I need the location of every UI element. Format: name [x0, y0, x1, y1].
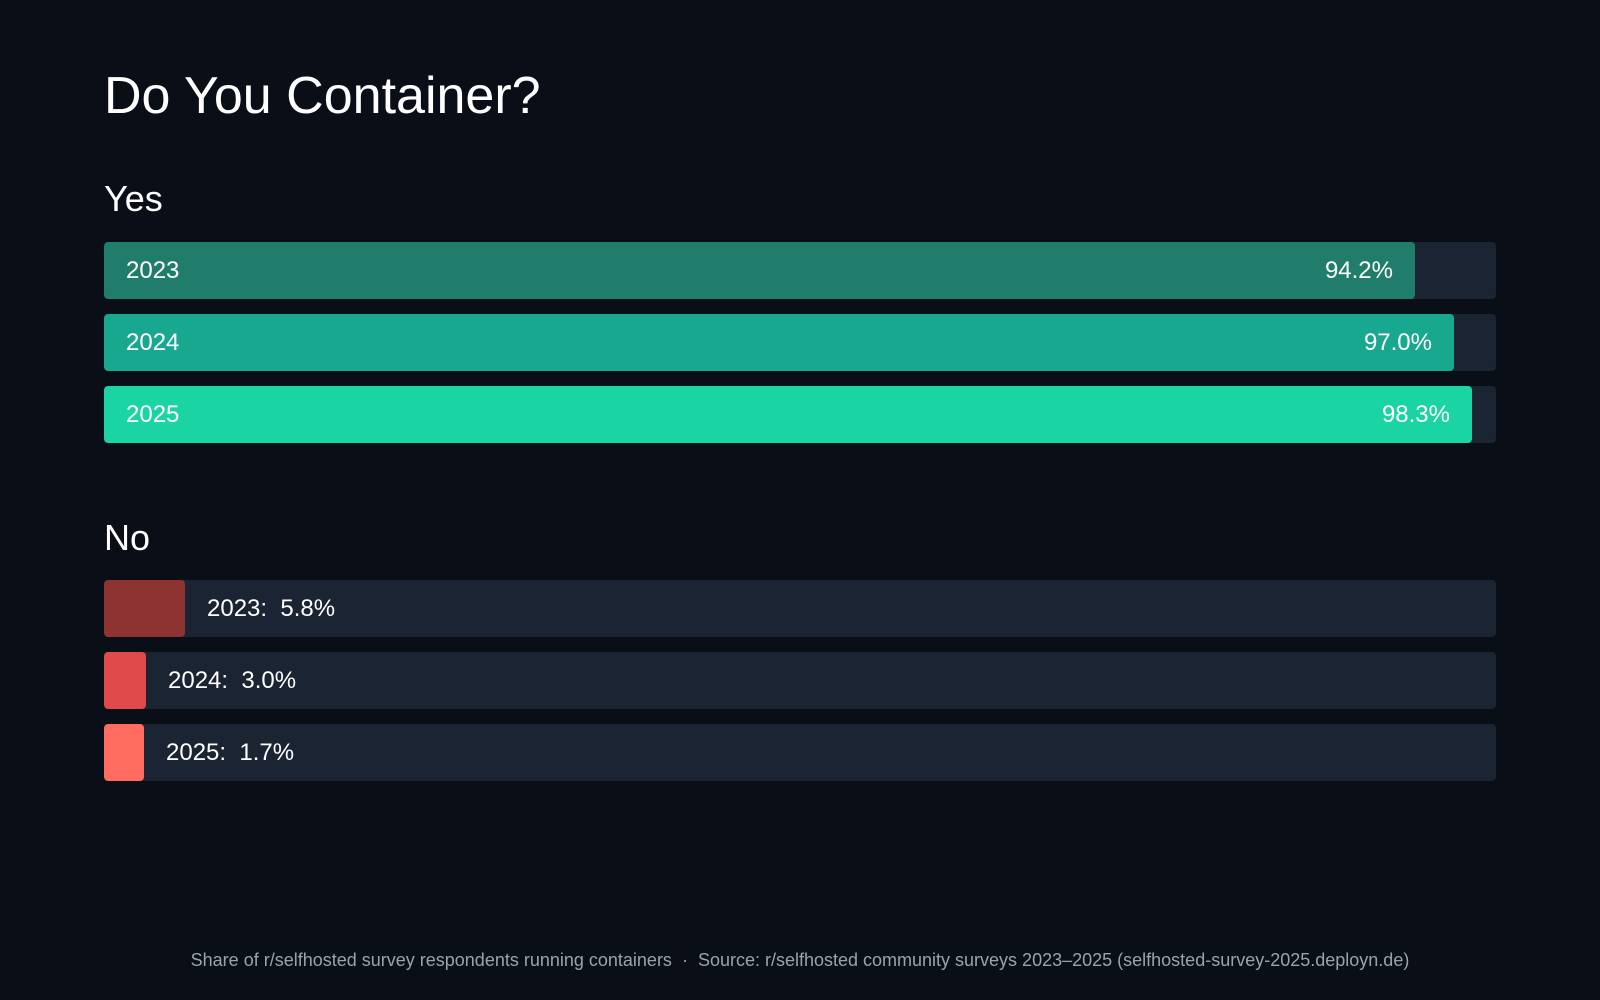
- bar-value-label: 3.0%: [241, 667, 297, 694]
- bar-year-label: 2023: [126, 257, 180, 284]
- chart-footer: Share of r/selfhosted survey respondents…: [0, 950, 1600, 971]
- bar-track-no-2023: 2023: 5.8%: [104, 580, 1496, 637]
- footer-source: Source: r/selfhosted community surveys 2…: [697, 950, 1410, 970]
- bar-value-label: 98.3%: [1381, 401, 1450, 428]
- bar-track-no-2024: 2024: 3.0%: [104, 652, 1496, 709]
- bar-year-label: 2025: [166, 739, 220, 766]
- no-bar-group: 2023: 5.8% 2024: 3.0% 2025: 1.7%: [104, 580, 1496, 796]
- group-label-yes: Yes: [104, 178, 163, 219]
- bar-track-yes-2025: 2025 98.3%: [104, 386, 1496, 443]
- chart-title: Do You Container?: [104, 67, 541, 125]
- bar-yes-2025: [104, 386, 1472, 443]
- bar-year-label: 2024: [168, 667, 222, 694]
- bar-value-label: 1.7%: [239, 739, 295, 766]
- yes-bar-group: 2023 94.2% 2024 97.0% 2025 98.3%: [104, 242, 1496, 458]
- bar-yes-2023: [104, 242, 1415, 299]
- bar-yes-2024: [104, 314, 1454, 371]
- footer-description: Share of r/selfhosted survey respondents…: [190, 950, 672, 970]
- bar-track-yes-2023: 2023 94.2%: [104, 242, 1496, 299]
- bar-no-2025: [104, 724, 144, 781]
- footer-separator: ·: [681, 950, 688, 970]
- group-label-no: No: [104, 517, 151, 558]
- bar-no-2024: [104, 652, 146, 709]
- bar-no-label: 2025: 1.7%: [166, 739, 295, 766]
- bar-no-label: 2024: 3.0%: [168, 667, 297, 694]
- bar-value-label: 97.0%: [1363, 329, 1432, 356]
- bar-no-label: 2023: 5.8%: [207, 595, 336, 622]
- bar-year-label: 2023: [207, 595, 261, 622]
- bar-year-label: 2025: [126, 401, 180, 428]
- bar-no-2023: [104, 580, 185, 637]
- bar-year-label: 2024: [126, 329, 180, 356]
- bar-track-yes-2024: 2024 97.0%: [104, 314, 1496, 371]
- bar-value-label: 94.2%: [1324, 257, 1393, 284]
- bar-track-no-2025: 2025: 1.7%: [104, 724, 1496, 781]
- bar-value-label: 5.8%: [280, 595, 336, 622]
